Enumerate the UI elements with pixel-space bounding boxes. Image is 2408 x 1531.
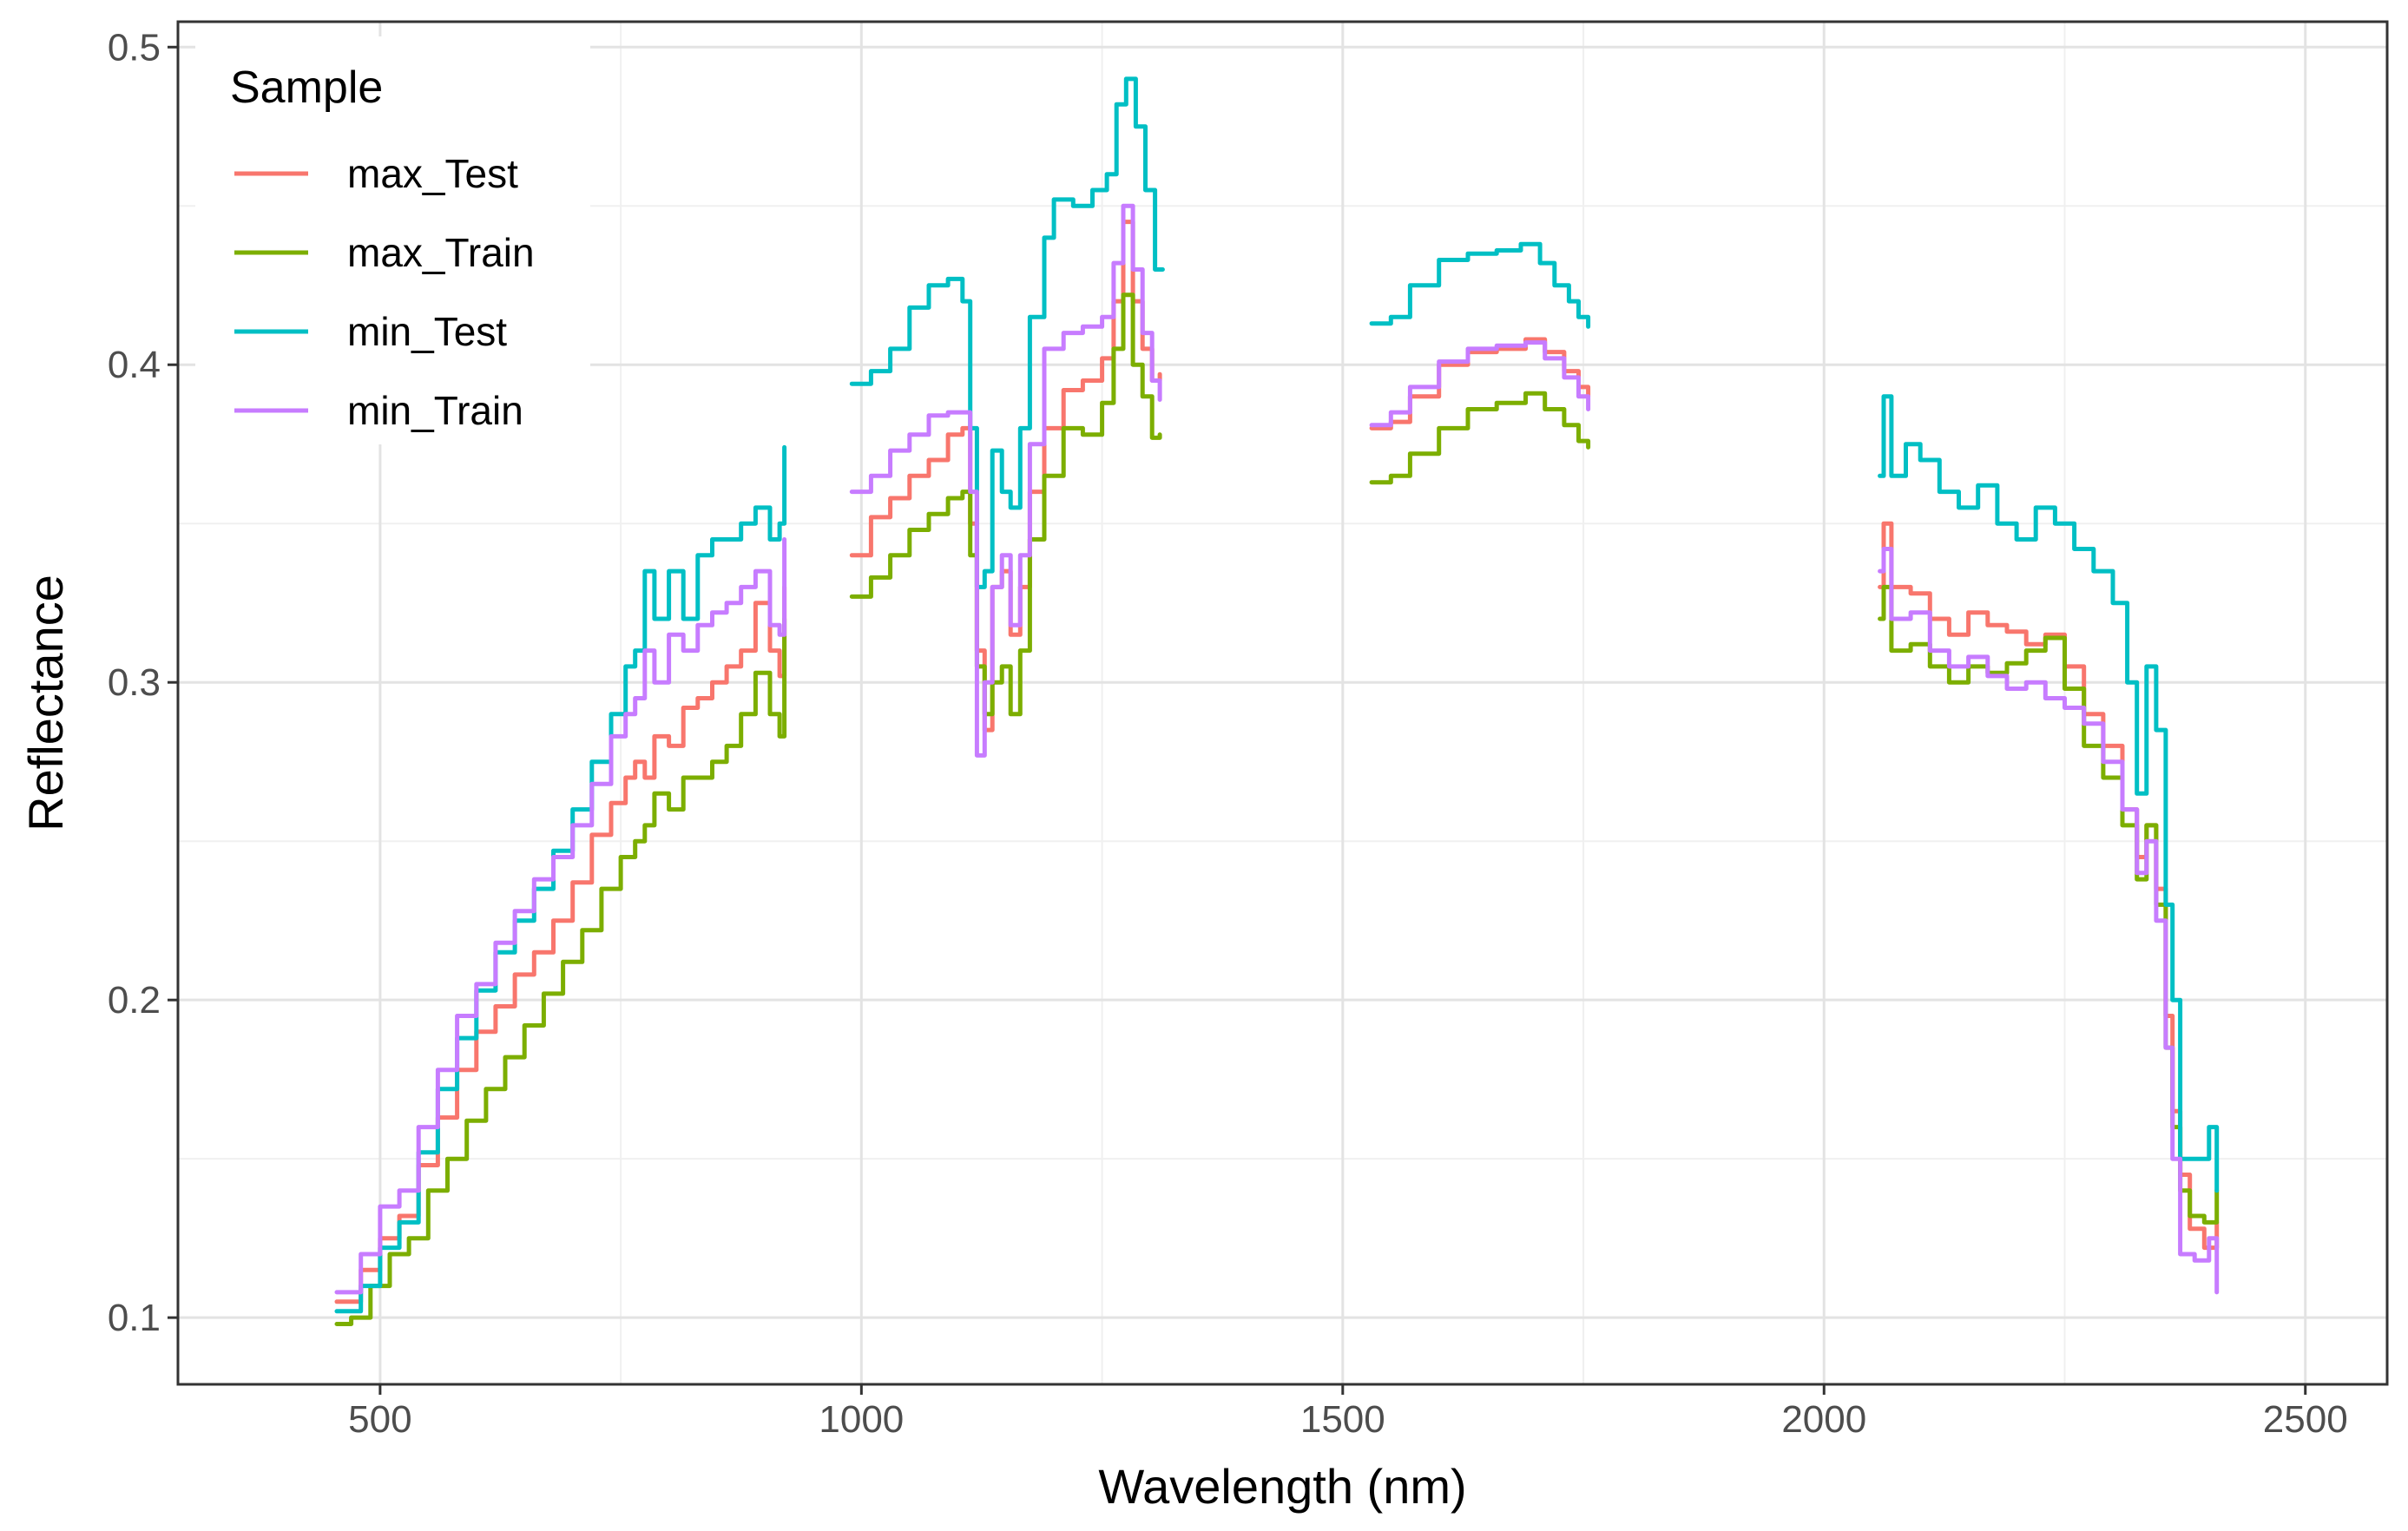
x-tick-label: 500: [348, 1398, 411, 1441]
legend-label-min_Train: min_Train: [347, 388, 523, 433]
series-max_Train: [334, 292, 2220, 1326]
series-line-min_Train: [1369, 340, 1591, 428]
series-line-min_Test: [1369, 241, 1591, 329]
series-line-max_Train: [1369, 391, 1591, 485]
series-line-min_Test: [1878, 394, 2220, 1193]
y-tick-label: 0.2: [108, 979, 161, 1022]
x-tick-label: 1500: [1300, 1398, 1385, 1441]
legend-background: [195, 36, 590, 444]
series-line-max_Train: [849, 292, 1162, 717]
plot-panel-border: [176, 20, 2389, 1386]
y-tick-label: 0.4: [108, 344, 161, 386]
legend-label-max_Test: max_Test: [347, 151, 518, 196]
series-line-max_Train: [334, 616, 787, 1326]
y-axis-title: Reflectance: [18, 575, 73, 831]
legend-label-min_Test: min_Test: [347, 309, 507, 354]
x-tick-label: 2500: [2263, 1398, 2348, 1441]
y-tick-label: 0.3: [108, 661, 161, 704]
legend: Sample max_Test max_Train min_Test min_Trai…: [195, 36, 590, 444]
legend-title: Sample: [230, 62, 383, 113]
series-min_Train: [334, 203, 2220, 1295]
legend-items: max_Test max_Train min_Test min_Train: [234, 151, 535, 433]
series-line-min_Test: [849, 76, 1165, 589]
y-tick-label: 0.5: [108, 26, 161, 69]
series-lines: [334, 76, 2220, 1326]
x-tick-label: 1000: [819, 1398, 904, 1441]
series-line-min_Train: [1878, 547, 2220, 1295]
x-axis-ticks: 500 1000 1500 2000 2500: [348, 1384, 2348, 1441]
series-line-min_Train: [849, 203, 1162, 758]
series-line-min_Train: [334, 537, 787, 1295]
y-axis-ticks: 0.1 0.2 0.3 0.4 0.5: [108, 26, 178, 1339]
x-axis-title: Wavelength (nm): [1098, 1459, 1466, 1514]
series-line-max_Train: [1878, 584, 2220, 1225]
y-tick-label: 0.1: [108, 1297, 161, 1339]
x-tick-label: 2000: [1781, 1398, 1866, 1441]
legend-label-max_Train: max_Train: [347, 230, 535, 275]
